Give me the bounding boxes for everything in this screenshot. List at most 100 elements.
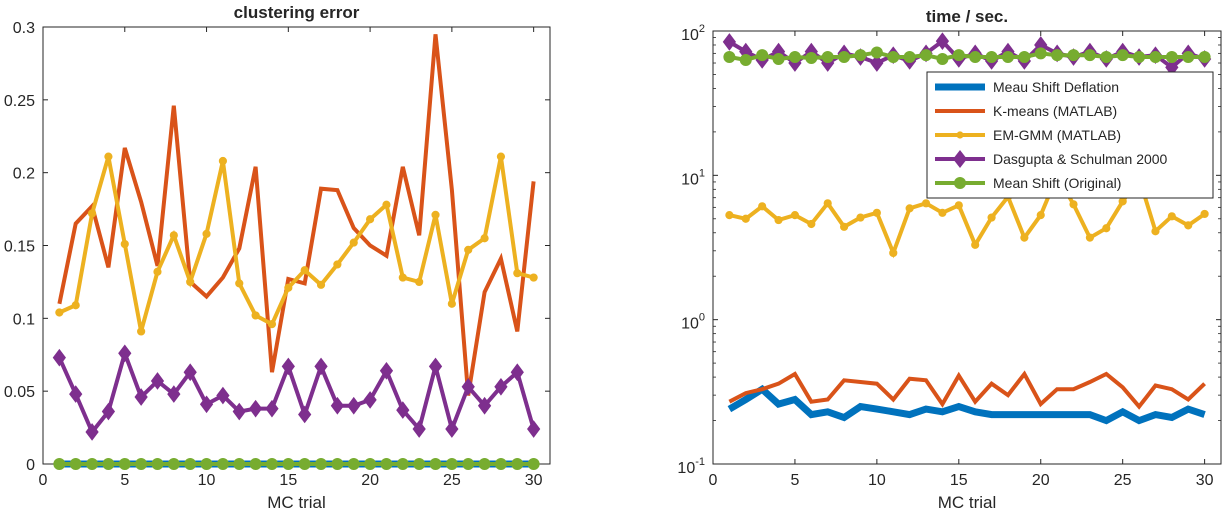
data-point (514, 270, 521, 277)
data-point (839, 52, 850, 63)
data-point (152, 459, 163, 470)
data-point (136, 459, 147, 470)
data-point (955, 202, 962, 209)
data-point (922, 200, 929, 207)
data-point (759, 203, 766, 210)
data-point (1152, 228, 1159, 235)
y-tick-label: 10-1 (677, 456, 705, 477)
data-point (365, 459, 376, 470)
data-point (972, 241, 979, 248)
data-point (742, 215, 749, 222)
data-point (168, 459, 179, 470)
data-point (88, 210, 95, 217)
data-point (366, 216, 373, 223)
data-point (187, 278, 194, 285)
data-point (1084, 50, 1095, 61)
data-point (906, 205, 913, 212)
data-point (1199, 52, 1210, 63)
data-point (528, 459, 539, 470)
data-point (937, 53, 948, 64)
data-point (332, 459, 343, 470)
legend-marker (954, 177, 966, 189)
data-point (806, 53, 817, 64)
data-point (988, 214, 995, 221)
y-tick-label: 0.2 (13, 166, 35, 183)
x-tick-label: 30 (1196, 472, 1214, 489)
chart-title: time / sec. (926, 7, 1008, 26)
data-point (1134, 52, 1145, 63)
x-tick-label: 5 (120, 472, 129, 489)
data-point (953, 50, 964, 61)
data-point (334, 261, 341, 268)
data-point (154, 268, 161, 275)
data-point (252, 312, 259, 319)
data-point (201, 459, 212, 470)
data-point (234, 459, 245, 470)
data-point (316, 459, 327, 470)
data-point (822, 52, 833, 63)
data-point (1035, 48, 1046, 59)
data-point (757, 50, 768, 61)
data-point (414, 459, 425, 470)
data-point (119, 459, 130, 470)
data-point (138, 328, 145, 335)
data-point (1068, 50, 1079, 61)
data-point (808, 220, 815, 227)
data-point (283, 459, 294, 470)
x-tick-label: 10 (198, 472, 216, 489)
data-point (219, 157, 226, 164)
data-point (970, 52, 981, 63)
data-point (1086, 234, 1093, 241)
data-point (381, 459, 392, 470)
legend-label: Dasgupta & Schulman 2000 (993, 151, 1168, 167)
x-tick-label: 25 (1114, 472, 1132, 489)
data-point (399, 274, 406, 281)
data-point (301, 267, 308, 274)
legend-label: K-means (MATLAB) (993, 103, 1117, 119)
data-point (1117, 50, 1128, 61)
y-tick-label: 0.15 (4, 239, 35, 256)
data-point (266, 459, 277, 470)
x-tick-label: 0 (709, 472, 718, 489)
data-point (446, 459, 457, 470)
data-point (904, 52, 915, 63)
data-point (773, 53, 784, 64)
data-point (1019, 52, 1030, 63)
data-point (56, 309, 63, 316)
data-point (497, 153, 504, 160)
x-tick-label: 5 (790, 472, 799, 489)
data-point (299, 459, 310, 470)
data-point (170, 232, 177, 239)
data-point (1101, 52, 1112, 63)
x-tick-label: 30 (525, 472, 543, 489)
data-point (530, 274, 537, 281)
data-point (479, 459, 490, 470)
data-point (1052, 50, 1063, 61)
data-point (105, 153, 112, 160)
data-point (87, 459, 98, 470)
x-tick-label: 25 (443, 472, 461, 489)
data-point (463, 459, 474, 470)
data-point (430, 459, 441, 470)
data-point (1168, 213, 1175, 220)
legend-label: Meau Shift Deflation (993, 79, 1119, 95)
data-point (1119, 198, 1126, 205)
chart-title: clustering error (234, 3, 360, 22)
data-point (481, 235, 488, 242)
data-point (416, 278, 423, 285)
data-point (217, 459, 228, 470)
data-point (873, 209, 880, 216)
data-point (890, 249, 897, 256)
data-point (70, 459, 81, 470)
data-point (1166, 52, 1177, 63)
y-tick-label: 0.1 (13, 311, 35, 328)
x-tick-label: 0 (39, 472, 48, 489)
data-point (921, 50, 932, 61)
data-point (1002, 52, 1013, 63)
y-tick-label: 0.25 (4, 93, 35, 110)
data-point (495, 459, 506, 470)
y-tick-label: 0.3 (13, 20, 35, 37)
